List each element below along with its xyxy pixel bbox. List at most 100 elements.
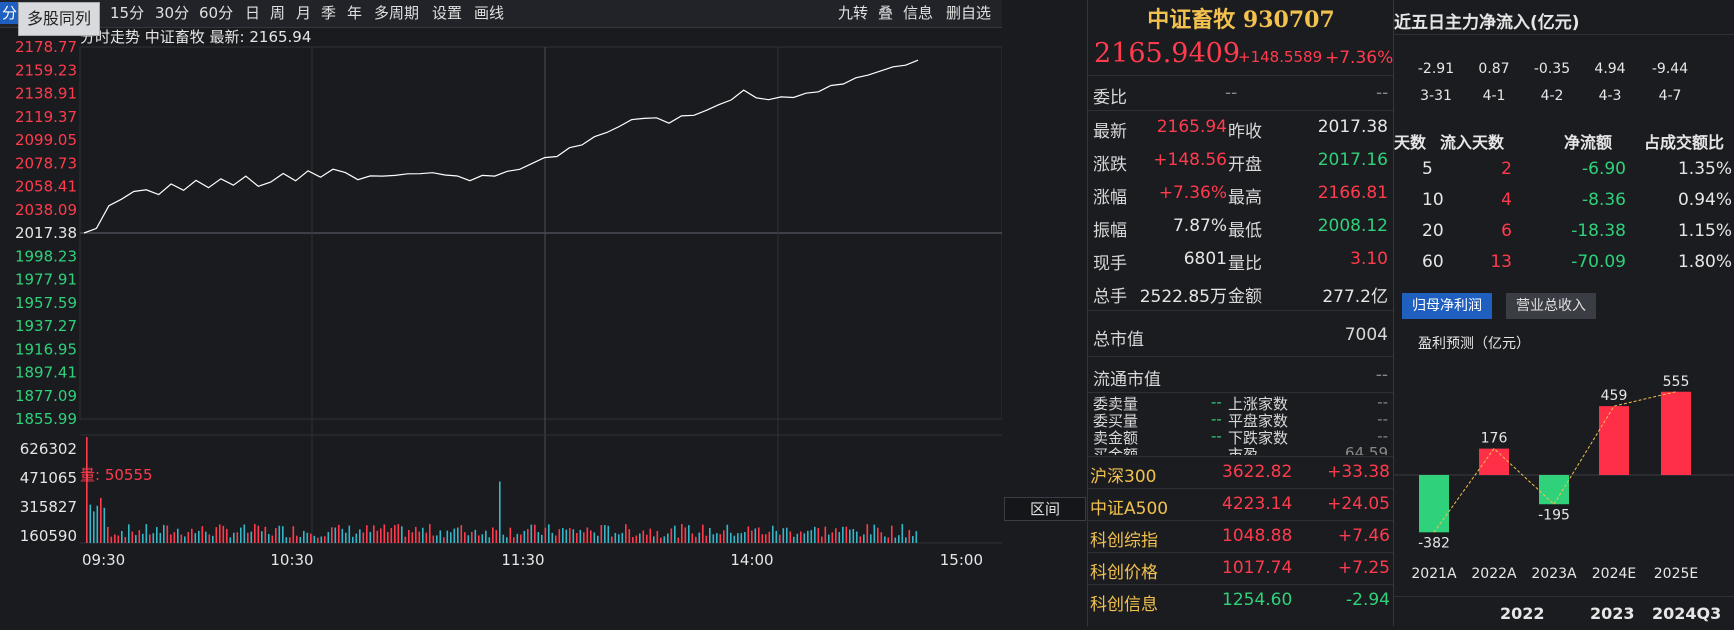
volume-bar xyxy=(289,537,291,543)
volume-bar xyxy=(187,532,190,543)
index-row[interactable]: 中证A500 4223.14 +24.05 xyxy=(1088,488,1394,521)
tab-revenue[interactable]: 营业总收入 xyxy=(1506,293,1596,319)
volume-bar xyxy=(604,524,606,543)
tab-net-profit[interactable]: 归母净利润 xyxy=(1402,293,1492,319)
volume-bar xyxy=(422,527,424,543)
draw-line-button[interactable]: 画线 xyxy=(474,4,505,22)
volume-bar xyxy=(366,525,368,543)
interval-button[interactable]: 区间 xyxy=(1004,497,1086,521)
total-mv-value: 7004 xyxy=(1344,325,1388,345)
settings-button[interactable]: 设置 xyxy=(432,4,463,22)
volume-bar xyxy=(863,534,865,543)
tab-quarter[interactable]: 季 xyxy=(321,4,337,22)
volume-bar xyxy=(761,534,764,543)
flow-in-days: 6 xyxy=(1501,221,1512,241)
volume-bar xyxy=(352,536,354,543)
index-name: 科创信息 xyxy=(1090,595,1158,615)
volume-bar xyxy=(495,530,498,543)
info-button[interactable]: 信息 xyxy=(903,4,934,22)
volume-bar xyxy=(390,528,393,543)
volume-bar xyxy=(891,525,893,543)
volume-bar xyxy=(898,535,900,543)
index-row[interactable]: 科创信息 1254.60 -2.94 xyxy=(1088,584,1394,617)
volume-bar xyxy=(177,528,179,543)
flow-date: 4-7 xyxy=(1659,88,1682,104)
volume-bar xyxy=(306,532,309,543)
volume-bar xyxy=(215,527,218,543)
flow-in-days: 2 xyxy=(1501,159,1512,179)
volume-bar xyxy=(89,504,92,543)
volume-bar xyxy=(625,524,627,543)
overlay-button[interactable]: 叠 xyxy=(878,4,894,22)
flow-table-header: 流入天数 xyxy=(1440,133,1505,152)
volume-bar xyxy=(583,532,585,543)
volume-bar xyxy=(397,524,400,543)
volume-bar xyxy=(317,537,319,543)
volume-bar xyxy=(800,531,802,543)
volume-bar xyxy=(593,532,596,543)
tab-60min[interactable]: 60分 xyxy=(199,4,234,22)
tab-multi-period[interactable]: 多周期 xyxy=(374,4,420,22)
quote-label: 最高 xyxy=(1228,188,1262,208)
tab-30min[interactable]: 30分 xyxy=(155,4,190,22)
tab-day[interactable]: 日 xyxy=(245,4,261,22)
price-tick: 1998.23 xyxy=(15,247,77,265)
quote-row: 最新 2165.94 昨收 2017.38 xyxy=(1088,112,1394,143)
volume-bar xyxy=(709,527,711,543)
volume-bar xyxy=(159,532,162,543)
volume-bar xyxy=(565,529,568,543)
quote-label: 昨收 xyxy=(1228,122,1262,142)
volume-bar xyxy=(268,534,270,543)
intraday-chart[interactable]: 2178.778.00%2159.237.03%2138.916.02%2119… xyxy=(0,27,1086,626)
volume-bar xyxy=(649,528,652,543)
quote-label: 涨跌 xyxy=(1093,155,1127,175)
price-tick: 2138.91 xyxy=(15,85,77,103)
volume-bar xyxy=(908,529,911,543)
forecast-title: 盈利预测（亿元） xyxy=(1418,336,1530,352)
index-name: 中证A500 xyxy=(1090,499,1169,519)
volume-bar xyxy=(348,525,351,543)
volume-bar xyxy=(621,532,624,543)
volume-bar xyxy=(901,523,904,543)
small-quote-row: 委卖量 -- 上涨家数 -- xyxy=(1088,393,1394,413)
small-value: -- xyxy=(1377,410,1388,428)
volume-bar xyxy=(324,536,326,543)
index-row[interactable]: 科创综指 1048.88 +7.46 xyxy=(1088,520,1394,553)
chart-canvas[interactable]: 2178.778.00%2159.237.03%2138.916.02%2119… xyxy=(0,27,1059,626)
remove-watchlist-button[interactable]: 删自选 xyxy=(946,4,992,22)
volume-bar xyxy=(803,533,806,543)
volume-bar xyxy=(100,497,102,543)
volume-bar xyxy=(516,533,519,543)
time-tick: 09:30 xyxy=(82,551,125,569)
period-label-2023[interactable]: 2023 xyxy=(1590,604,1635,623)
volume-bar xyxy=(870,534,872,543)
tab-year[interactable]: 年 xyxy=(347,4,363,22)
index-row[interactable]: 沪深300 3622.82 +33.38 xyxy=(1088,456,1394,489)
flow-days: 20 xyxy=(1422,221,1444,241)
forecast-year: 2021A xyxy=(1411,566,1457,582)
volume-bar xyxy=(838,531,841,543)
volume-bar xyxy=(149,534,151,543)
flow-ratio: 0.94% xyxy=(1677,190,1732,210)
price-tick: 2058.41 xyxy=(15,178,77,196)
tab-week[interactable]: 周 xyxy=(270,4,286,22)
volume-bar xyxy=(474,529,477,543)
volume-bar xyxy=(380,528,382,543)
volume-bar xyxy=(670,528,673,543)
tab-month[interactable]: 月 xyxy=(296,4,312,22)
volume-bar xyxy=(457,527,459,543)
small-label: 委买量 xyxy=(1093,412,1139,430)
volume-bar xyxy=(653,536,655,543)
flow-date: 4-2 xyxy=(1541,88,1564,104)
volume-bar xyxy=(376,530,379,543)
tab-15min[interactable]: 15分 xyxy=(110,4,145,22)
volume-bar xyxy=(180,534,183,543)
index-row[interactable]: 科创价格 1017.74 +7.25 xyxy=(1088,552,1394,585)
period-label-2024q3[interactable]: 2024Q3 xyxy=(1652,604,1722,623)
period-label-2022[interactable]: 2022 xyxy=(1500,604,1545,623)
volume-bar xyxy=(607,525,610,543)
quote-row: 涨幅 +7.36% 最高 2166.81 xyxy=(1088,178,1394,209)
volume-bar xyxy=(418,531,421,543)
nine-turn-button[interactable]: 九转 xyxy=(838,4,869,22)
forecast-value: -382 xyxy=(1418,535,1450,551)
